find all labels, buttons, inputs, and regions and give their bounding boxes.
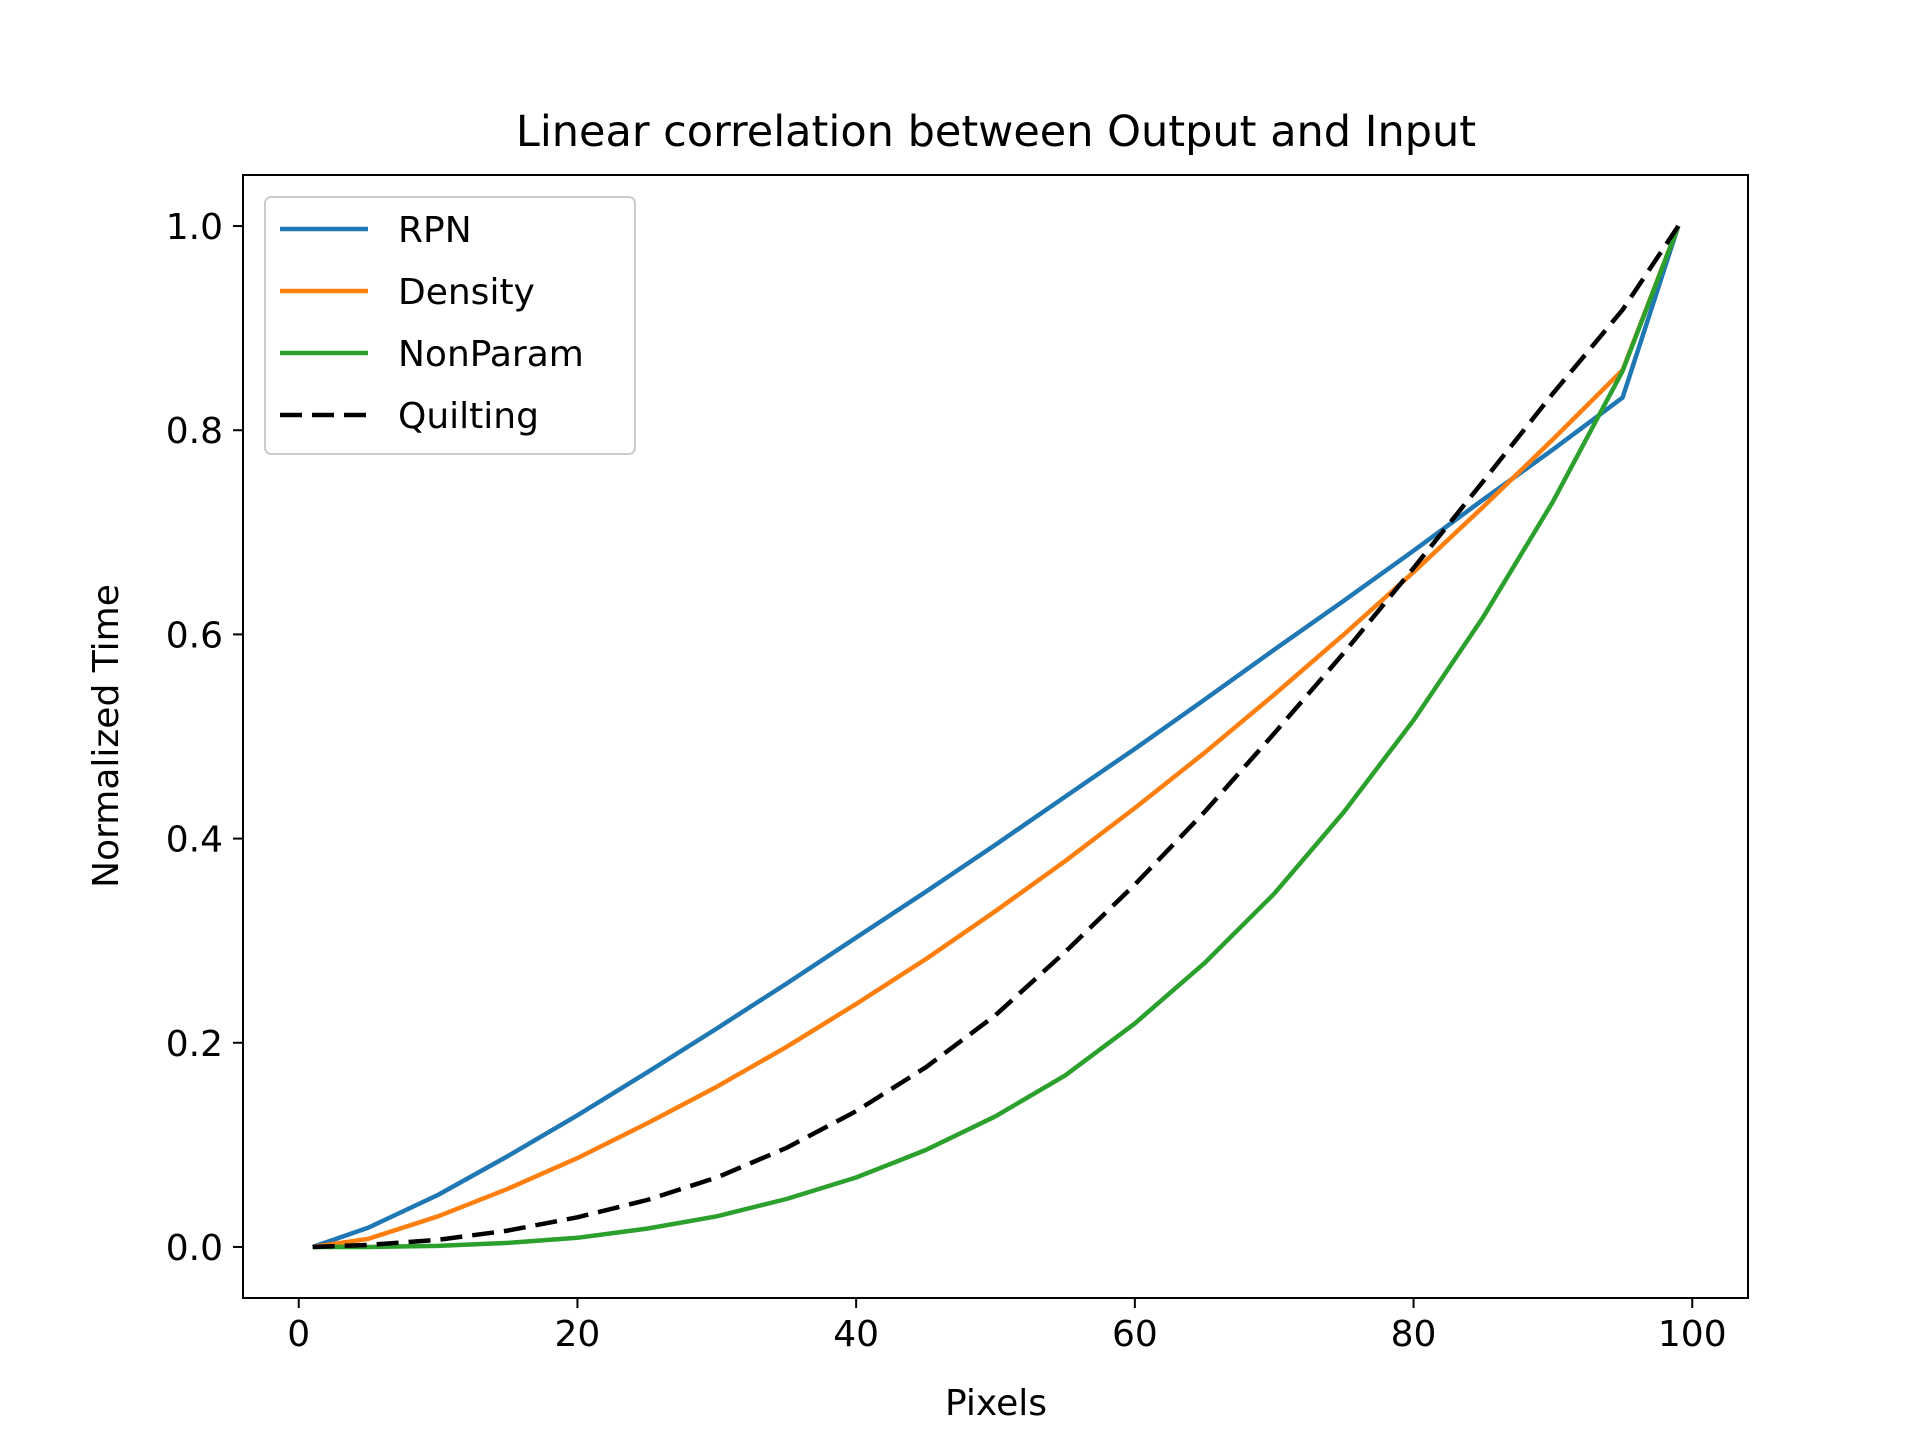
y-tick-label: 0.0 <box>166 1228 223 1269</box>
x-axis: 0 20 40 60 80 100 <box>287 1298 1727 1355</box>
y-tick-label: 1.0 <box>166 207 223 248</box>
legend-label-density: Density <box>398 272 535 313</box>
x-tick-label: 100 <box>1658 1314 1727 1355</box>
legend-label-rpn: RPN <box>398 210 472 251</box>
series-line-rpn <box>311 225 1681 1250</box>
y-tick-label: 0.2 <box>166 1024 223 1065</box>
legend-label-quilting: Quilting <box>398 396 539 437</box>
series-layer <box>311 224 1681 1250</box>
y-tick-label: 0.6 <box>166 615 223 656</box>
legend-label-nonparam: NonParam <box>398 334 584 375</box>
x-tick-label: 20 <box>555 1314 601 1355</box>
plot-frame <box>242 174 1749 1299</box>
x-tick-label: 0 <box>287 1314 310 1355</box>
x-tick-label: 40 <box>833 1314 879 1355</box>
y-axis: 0.0 0.2 0.4 0.6 0.8 1.0 <box>166 207 243 1269</box>
series-line-quilting <box>312 224 1681 1250</box>
series-line-density <box>312 225 1681 1250</box>
x-tick-label: 80 <box>1391 1314 1437 1355</box>
x-tick-label: 60 <box>1112 1314 1158 1355</box>
y-axis-label: Normalized Time <box>86 584 127 888</box>
legend-box <box>264 196 636 455</box>
y-tick-label: 0.8 <box>166 411 223 452</box>
y-tick-label: 0.4 <box>166 820 223 861</box>
legend: RPN Density NonParam Quilting <box>264 196 636 455</box>
series-line-nonparam <box>312 225 1681 1250</box>
x-axis-label: Pixels <box>945 1383 1047 1424</box>
chart-title: Linear correlation between Output and In… <box>516 107 1476 157</box>
